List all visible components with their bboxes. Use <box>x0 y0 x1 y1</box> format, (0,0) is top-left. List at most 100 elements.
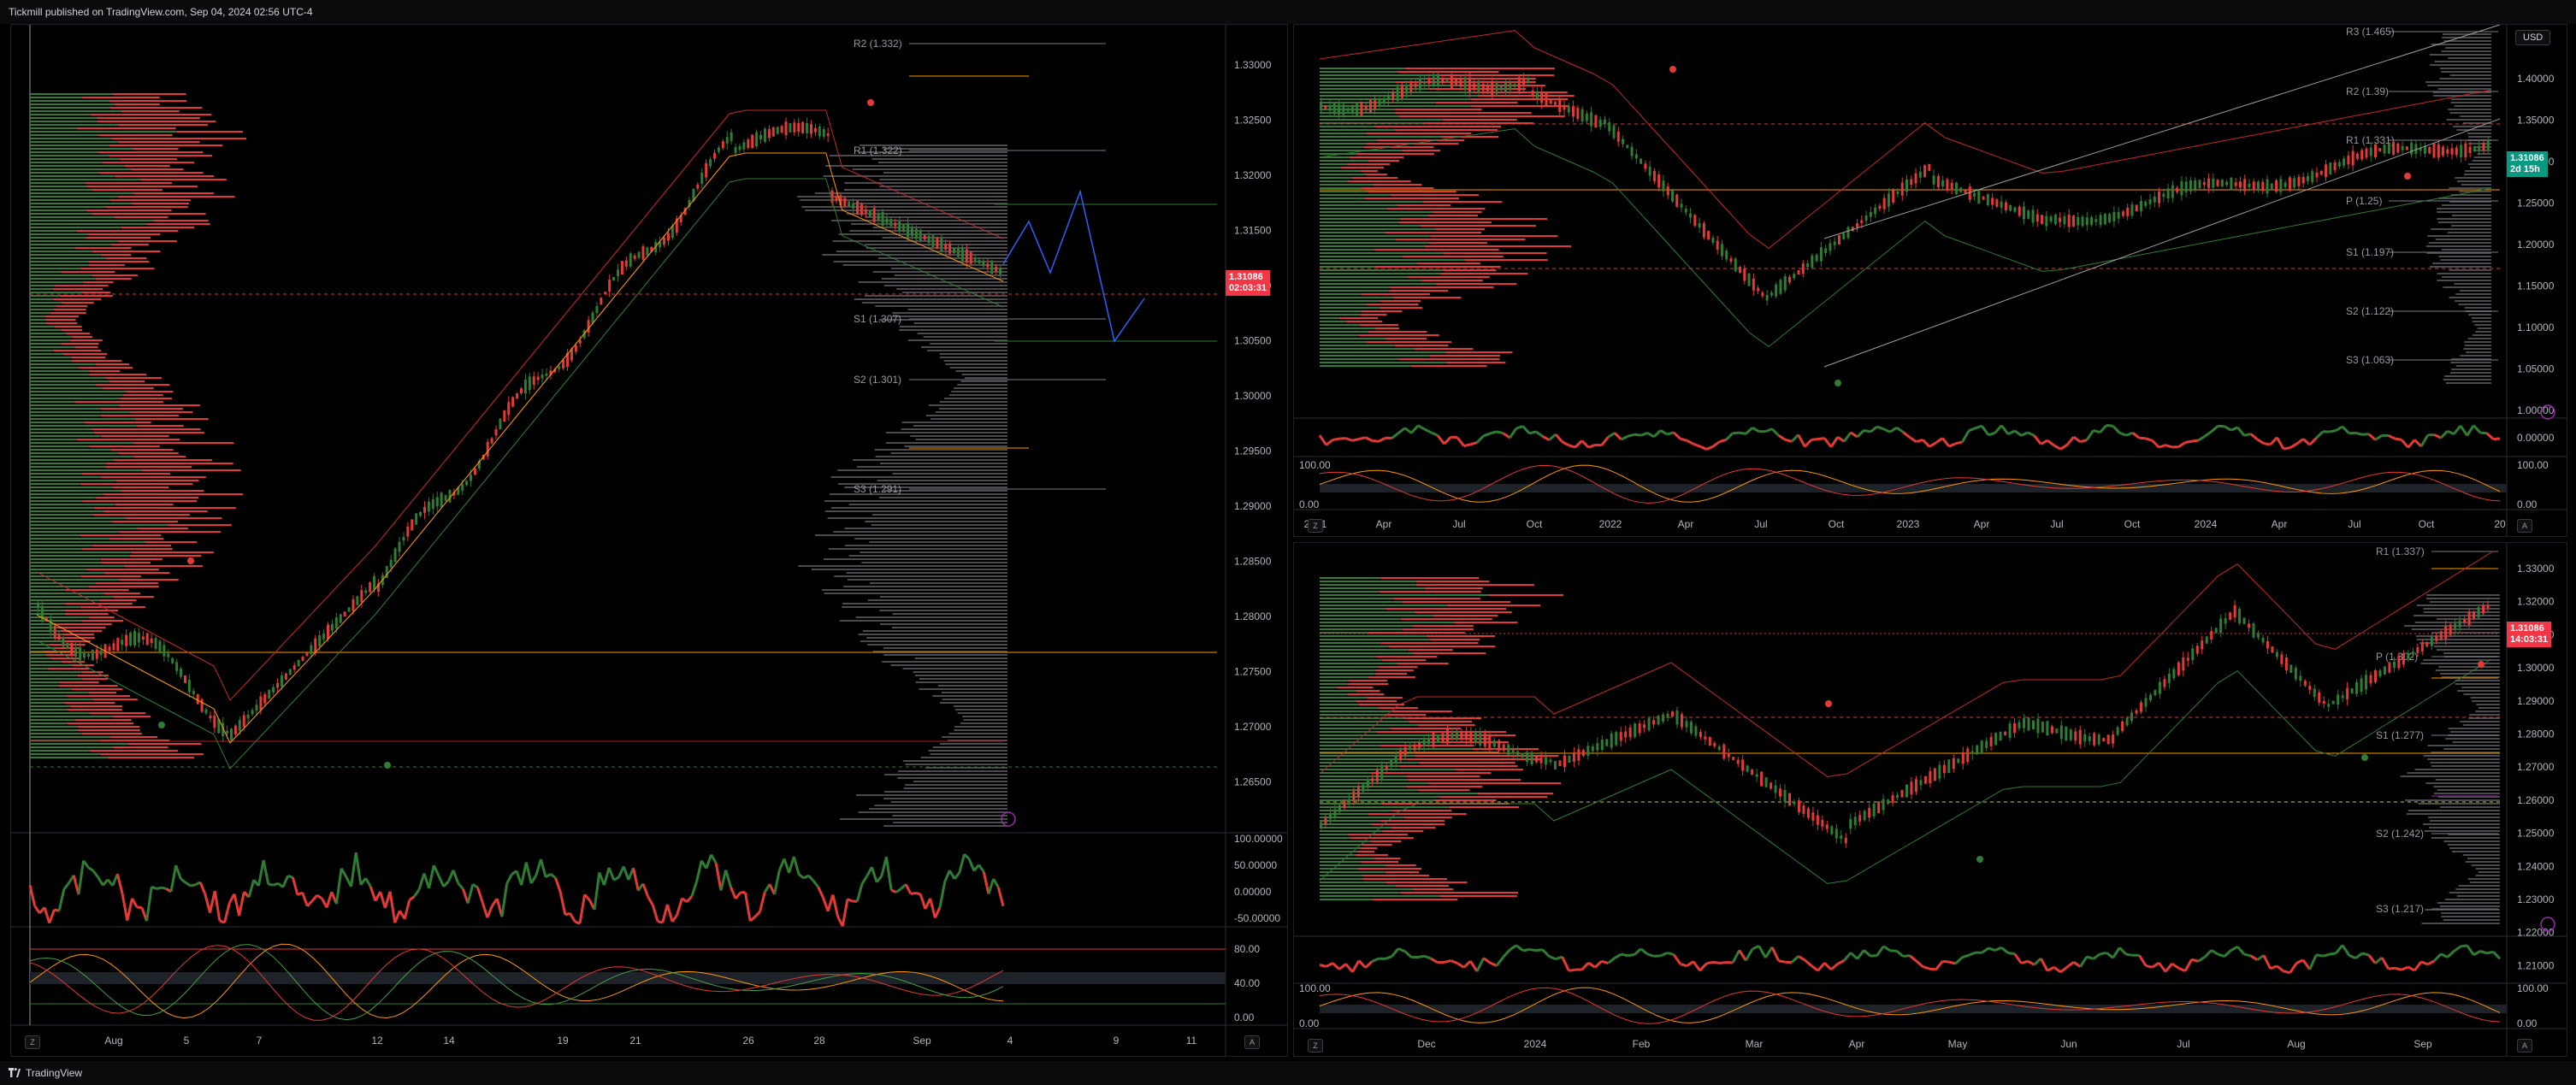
chart-panel-left[interactable]: 1.330001.325001.320001.315001.310001.305… <box>10 24 1288 1057</box>
left-chart-canvas[interactable]: 1.330001.325001.320001.315001.310001.305… <box>11 25 1288 1057</box>
left-session-profile-bar <box>839 620 1007 622</box>
bottom-right-chart-canvas[interactable]: 1.330001.320001.310001.300001.290001.280… <box>1294 543 2567 1057</box>
left-candle <box>398 541 401 552</box>
left-momentum-segment <box>238 891 245 917</box>
left-volume-profile-bar <box>92 274 138 276</box>
left-volume-profile-bar <box>125 391 174 392</box>
tr-volume-profile-bar <box>1320 119 1443 121</box>
br-volume-profile-bar <box>1320 803 1382 805</box>
left-auto-button[interactable]: A <box>1244 1035 1260 1049</box>
tr-candle <box>1936 176 1940 187</box>
left-osc1-axis-label: 0.00000 <box>1234 886 1272 898</box>
br-volume-profile-bar <box>1320 649 1409 651</box>
left-session-profile-bar <box>941 692 1007 693</box>
left-volume-profile-bar <box>30 469 142 471</box>
br-candle <box>1320 822 1322 828</box>
tr-candle <box>1527 78 1530 83</box>
left-session-profile-bar <box>861 562 1007 563</box>
left-session-profile-bar <box>954 705 1007 707</box>
left-candle <box>721 141 724 148</box>
left-volume-profile-bar <box>30 363 96 365</box>
br-session-profile-bar <box>2424 830 2500 832</box>
left-volume-profile-bar <box>30 186 86 187</box>
tr-momentum-segment <box>2243 433 2251 437</box>
left-candle <box>936 237 939 250</box>
br-time-axis-label: Sep <box>2414 1038 2432 1050</box>
left-volume-profile-bar <box>92 189 162 191</box>
left-volume-profile-bar <box>105 463 233 464</box>
currency-button[interactable]: USD <box>2515 30 2551 45</box>
left-candle <box>889 219 893 227</box>
left-candle <box>725 137 729 144</box>
tr-candle <box>2117 212 2120 219</box>
left-momentum-segment <box>417 873 426 890</box>
top-right-zoom-button[interactable]: Z <box>1308 519 1323 533</box>
br-volume-profile-bar <box>1320 707 1379 709</box>
left-volume-profile-bar <box>30 288 53 290</box>
br-session-profile-bar <box>2449 847 2500 849</box>
br-candle <box>1980 740 1983 754</box>
left-momentum-segment <box>48 909 56 924</box>
chart-panel-bottom-right[interactable]: 1.330001.320001.310001.300001.290001.280… <box>1293 542 2567 1057</box>
br-momentum-segment <box>2322 952 2331 958</box>
br-momentum-segment <box>1417 954 1425 958</box>
tr-momentum-segment <box>2230 426 2238 432</box>
bottom-right-auto-button[interactable]: A <box>2517 1039 2532 1053</box>
tr-momentum-segment <box>2059 444 2068 451</box>
left-zoom-button[interactable]: Z <box>25 1035 40 1049</box>
left-candle <box>839 195 842 206</box>
br-volume-profile-bar <box>1320 864 1385 866</box>
left-volume-profile-bar <box>30 562 101 563</box>
bottom-right-zoom-button[interactable]: Z <box>1308 1039 1323 1053</box>
top-right-auto-button[interactable]: A <box>2517 519 2532 533</box>
tr-momentum-segment <box>1403 427 1413 434</box>
left-candle <box>330 623 334 631</box>
left-momentum-segment <box>777 858 786 871</box>
left-candle <box>57 634 61 640</box>
left-price-axis-label: 1.30500 <box>1234 335 1272 347</box>
tr-momentum-segment <box>1580 439 1590 449</box>
left-momentum-segment <box>564 911 571 917</box>
tr-volume-profile-bar <box>1320 167 1340 168</box>
br-session-profile-bar <box>2431 765 2500 767</box>
left-osc1-axis-label: -50.00000 <box>1234 912 1280 924</box>
left-volume-profile-bar <box>30 124 118 126</box>
left-price-axis-label: 1.32000 <box>1234 169 1272 181</box>
br-candle <box>2210 631 2213 640</box>
left-session-profile-bar <box>838 233 1007 235</box>
br-volume-profile-bar <box>1320 704 1359 705</box>
br-volume-profile-bar <box>1385 608 1507 610</box>
br-candle <box>2219 618 2223 634</box>
tr-session-profile-bar <box>2448 109 2491 110</box>
br-volume-profile-bar <box>1375 669 1414 671</box>
left-candle <box>259 696 263 711</box>
left-volume-profile-bar <box>75 230 179 232</box>
left-momentum-segment <box>257 859 265 887</box>
left-volume-profile-bar <box>30 237 86 239</box>
br-candle <box>1507 744 1510 755</box>
br-candle <box>1957 758 1960 764</box>
left-candle <box>62 636 65 647</box>
left-volume-profile-bar <box>125 517 222 519</box>
left-momentum-segment <box>753 911 761 918</box>
left-candle <box>121 640 124 646</box>
tr-pivot-label: S3 (1.063) <box>2346 354 2394 366</box>
tr-momentum-segment <box>1981 425 1990 436</box>
br-pivot-label: R1 (1.337) <box>2376 545 2425 557</box>
left-volume-profile-bar <box>30 357 71 358</box>
chart-panel-top-right[interactable]: 1.400001.350001.300001.250001.200001.150… <box>1293 24 2567 537</box>
tr-candle <box>1328 104 1332 111</box>
bottom-right-price-tag: 1.31086 14:03:31 <box>2507 622 2552 647</box>
left-volume-profile-bar <box>30 264 89 266</box>
br-candle <box>1362 784 1365 793</box>
left-osc1-axis-label: 100.00000 <box>1234 833 1283 845</box>
br-candle <box>1947 759 1951 774</box>
left-session-profile-bar <box>844 528 1007 529</box>
left-candle <box>297 660 300 667</box>
top-right-chart-canvas[interactable]: 1.400001.350001.300001.250001.200001.150… <box>1294 25 2567 537</box>
left-session-profile-bar <box>854 538 1007 540</box>
tr-session-profile-bar <box>2467 133 2491 134</box>
br-candle <box>2121 721 2124 731</box>
tr-session-profile-bar <box>2461 184 2491 186</box>
br-candle <box>1469 731 1473 742</box>
